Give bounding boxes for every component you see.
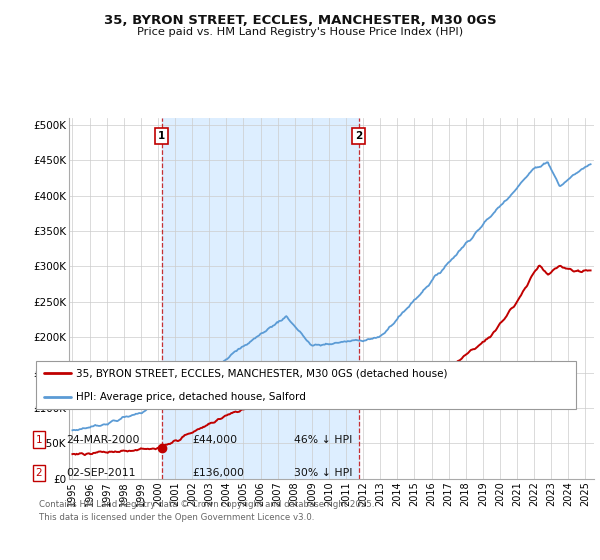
- Text: This data is licensed under the Open Government Licence v3.0.: This data is licensed under the Open Gov…: [39, 513, 314, 522]
- Text: 02-SEP-2011: 02-SEP-2011: [66, 468, 136, 478]
- FancyBboxPatch shape: [36, 361, 576, 409]
- Text: 24-MAR-2000: 24-MAR-2000: [66, 435, 139, 445]
- Text: 1: 1: [35, 435, 43, 445]
- Text: 35, BYRON STREET, ECCLES, MANCHESTER, M30 0GS: 35, BYRON STREET, ECCLES, MANCHESTER, M3…: [104, 14, 496, 27]
- Text: Contains HM Land Registry data © Crown copyright and database right 2025.: Contains HM Land Registry data © Crown c…: [39, 500, 374, 509]
- Text: £136,000: £136,000: [192, 468, 244, 478]
- Text: 46% ↓ HPI: 46% ↓ HPI: [294, 435, 352, 445]
- Text: 2: 2: [35, 468, 43, 478]
- Text: HPI: Average price, detached house, Salford: HPI: Average price, detached house, Salf…: [77, 392, 307, 402]
- Bar: [162, 118, 359, 479]
- Text: 2: 2: [355, 130, 362, 141]
- Text: 35, BYRON STREET, ECCLES, MANCHESTER, M30 0GS (detached house): 35, BYRON STREET, ECCLES, MANCHESTER, M3…: [77, 368, 448, 378]
- Text: Price paid vs. HM Land Registry's House Price Index (HPI): Price paid vs. HM Land Registry's House …: [137, 27, 463, 37]
- Text: 30% ↓ HPI: 30% ↓ HPI: [294, 468, 353, 478]
- Text: £44,000: £44,000: [192, 435, 237, 445]
- Text: 1: 1: [158, 130, 166, 141]
